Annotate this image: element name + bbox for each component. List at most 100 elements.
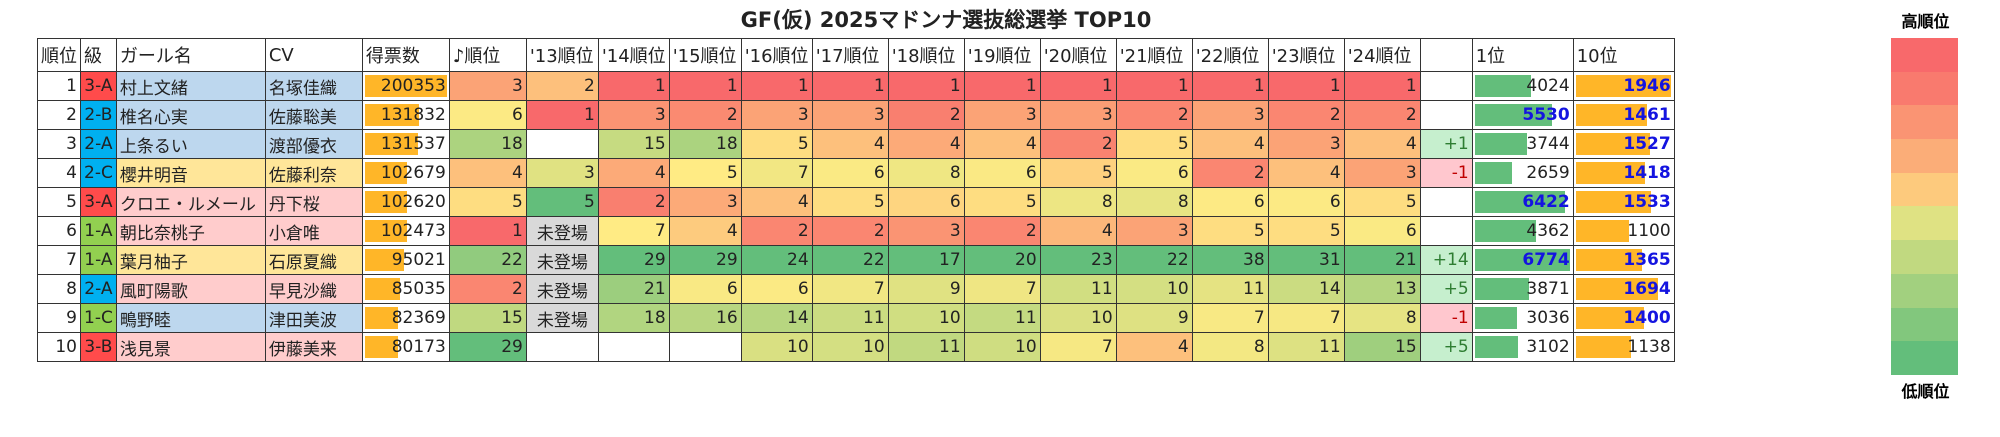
year-rank-cell[interactable]: 6 <box>963 158 1041 188</box>
year-rank-cell[interactable]: 2 <box>963 216 1041 246</box>
year-rank-cell[interactable]: 5 <box>1191 216 1269 246</box>
year-rank-cell[interactable]: 2 <box>1191 158 1269 188</box>
year-rank-cell[interactable]: 2 <box>1343 100 1421 130</box>
year-rank-cell[interactable]: 10 <box>887 303 965 333</box>
class-cell[interactable]: 3-A <box>80 71 117 101</box>
year-rank-cell[interactable]: 38 <box>1191 245 1269 275</box>
year-rank-cell[interactable]: 18 <box>668 129 742 159</box>
year-rank-cell[interactable]: 6 <box>448 100 527 130</box>
tenth-place-votes-cell[interactable]: 1365 <box>1572 245 1675 275</box>
year-rank-cell[interactable]: 8 <box>1191 332 1269 362</box>
year-rank-cell[interactable]: 14 <box>740 303 813 333</box>
column-header[interactable]: '18順位 <box>887 38 965 72</box>
year-rank-cell[interactable]: 4 <box>811 129 889 159</box>
year-rank-cell[interactable]: 2 <box>811 216 889 246</box>
year-rank-cell[interactable]: 未登場 <box>525 216 599 246</box>
year-rank-cell[interactable]: 21 <box>597 274 670 304</box>
girl-name-cell[interactable]: 風町陽歌 <box>115 274 266 304</box>
year-rank-cell[interactable]: 1 <box>811 71 889 101</box>
year-rank-cell[interactable]: 22 <box>1115 245 1193 275</box>
year-rank-cell[interactable]: 20 <box>963 245 1041 275</box>
first-place-votes-cell[interactable]: 3036 <box>1471 303 1574 333</box>
year-rank-cell[interactable]: 2 <box>1115 100 1193 130</box>
year-rank-cell[interactable]: 4 <box>887 129 965 159</box>
year-rank-cell[interactable]: 1 <box>668 71 742 101</box>
year-rank-cell[interactable]: 3 <box>963 100 1041 130</box>
year-rank-cell[interactable]: 1 <box>963 71 1041 101</box>
year-rank-cell[interactable]: 29 <box>668 245 742 275</box>
year-rank-cell[interactable]: 未登場 <box>525 303 599 333</box>
tenth-place-votes-cell[interactable]: 1100 <box>1572 216 1675 246</box>
year-rank-cell[interactable] <box>597 332 670 362</box>
year-rank-cell[interactable]: 3 <box>811 100 889 130</box>
rank-cell[interactable]: 7 <box>37 245 81 275</box>
year-rank-cell[interactable]: 6 <box>811 158 889 188</box>
cv-cell[interactable]: 津田美波 <box>264 303 363 333</box>
year-rank-cell[interactable]: 5 <box>963 187 1041 217</box>
rank-cell[interactable]: 2 <box>37 100 81 130</box>
year-rank-cell[interactable]: 13 <box>1343 274 1421 304</box>
diff-cell[interactable]: -1 <box>1419 158 1473 188</box>
tenth-place-votes-cell[interactable]: 1533 <box>1572 187 1675 217</box>
year-rank-cell[interactable]: 2 <box>1039 129 1117 159</box>
year-rank-cell[interactable]: 10 <box>811 332 889 362</box>
year-rank-cell[interactable]: 7 <box>1191 303 1269 333</box>
year-rank-cell[interactable]: 3 <box>1267 129 1345 159</box>
column-header[interactable]: '15順位 <box>668 38 742 72</box>
first-place-votes-cell[interactable]: 3744 <box>1471 129 1574 159</box>
year-rank-cell[interactable]: 5 <box>448 187 527 217</box>
first-place-votes-cell[interactable]: 3102 <box>1471 332 1574 362</box>
rank-cell[interactable]: 1 <box>37 71 81 101</box>
column-header[interactable]: 10位 <box>1572 38 1675 72</box>
rank-cell[interactable]: 10 <box>37 332 81 362</box>
year-rank-cell[interactable]: 22 <box>811 245 889 275</box>
year-rank-cell[interactable]: 11 <box>1267 332 1345 362</box>
girl-name-cell[interactable]: クロエ・ルメール <box>115 187 266 217</box>
year-rank-cell[interactable]: 29 <box>597 245 670 275</box>
votes-cell[interactable]: 82369 <box>361 303 450 333</box>
year-rank-cell[interactable]: 5 <box>1039 158 1117 188</box>
tenth-place-votes-cell[interactable]: 1138 <box>1572 332 1675 362</box>
cv-cell[interactable]: 丹下桜 <box>264 187 363 217</box>
year-rank-cell[interactable]: 18 <box>597 303 670 333</box>
year-rank-cell[interactable]: 3 <box>740 100 813 130</box>
rank-cell[interactable]: 8 <box>37 274 81 304</box>
year-rank-cell[interactable]: 7 <box>597 216 670 246</box>
year-rank-cell[interactable]: 3 <box>887 216 965 246</box>
cv-cell[interactable]: 佐藤聡美 <box>264 100 363 130</box>
tenth-place-votes-cell[interactable]: 1527 <box>1572 129 1675 159</box>
year-rank-cell[interactable]: 4 <box>668 216 742 246</box>
year-rank-cell[interactable]: 3 <box>1343 158 1421 188</box>
column-header[interactable]: '19順位 <box>963 38 1041 72</box>
year-rank-cell[interactable]: 2 <box>525 71 599 101</box>
first-place-votes-cell[interactable]: 6422 <box>1471 187 1574 217</box>
column-header[interactable]: '16順位 <box>740 38 813 72</box>
year-rank-cell[interactable]: 11 <box>811 303 889 333</box>
column-header[interactable]: '23順位 <box>1267 38 1345 72</box>
diff-cell[interactable] <box>1419 216 1473 246</box>
diff-cell[interactable]: +5 <box>1419 274 1473 304</box>
tenth-place-votes-cell[interactable]: 1694 <box>1572 274 1675 304</box>
column-header[interactable]: 得票数 <box>361 38 450 72</box>
year-rank-cell[interactable]: 7 <box>1267 303 1345 333</box>
girl-name-cell[interactable]: 櫻井明音 <box>115 158 266 188</box>
votes-cell[interactable]: 102620 <box>361 187 450 217</box>
year-rank-cell[interactable]: 10 <box>740 332 813 362</box>
cv-cell[interactable]: 佐藤利奈 <box>264 158 363 188</box>
girl-name-cell[interactable]: 朝比奈桃子 <box>115 216 266 246</box>
year-rank-cell[interactable]: 10 <box>1115 274 1193 304</box>
year-rank-cell[interactable]: 1 <box>597 71 670 101</box>
first-place-votes-cell[interactable]: 6774 <box>1471 245 1574 275</box>
cv-cell[interactable]: 早見沙織 <box>264 274 363 304</box>
class-cell[interactable]: 2-B <box>80 100 117 130</box>
cv-cell[interactable]: 名塚佳織 <box>264 71 363 101</box>
column-header[interactable]: '22順位 <box>1191 38 1269 72</box>
column-header[interactable]: '13順位 <box>525 38 599 72</box>
column-header[interactable]: 1位 <box>1471 38 1574 72</box>
year-rank-cell[interactable]: 6 <box>887 187 965 217</box>
year-rank-cell[interactable]: 14 <box>1267 274 1345 304</box>
year-rank-cell[interactable]: 4 <box>740 187 813 217</box>
year-rank-cell[interactable]: 3 <box>1191 100 1269 130</box>
year-rank-cell[interactable]: 2 <box>597 187 670 217</box>
year-rank-cell[interactable]: 11 <box>1039 274 1117 304</box>
